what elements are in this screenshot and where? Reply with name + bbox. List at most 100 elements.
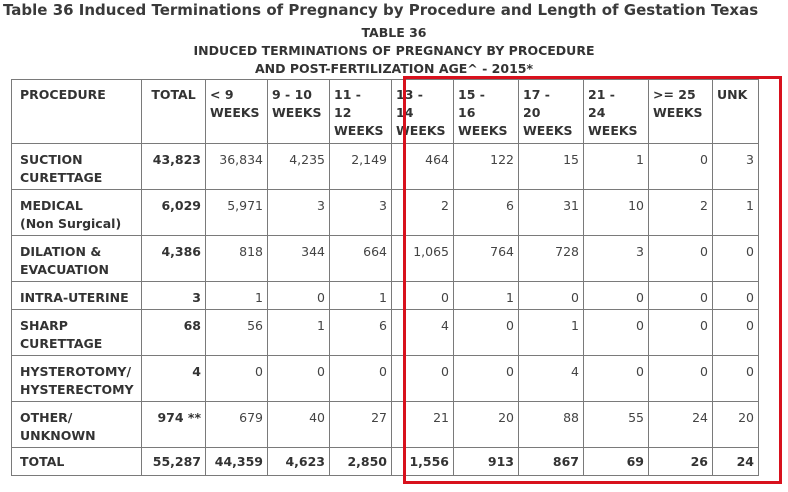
header-11-12-weeks: 11 -12 WEEKS	[329, 79, 392, 144]
value-cell: 69	[583, 447, 649, 476]
value-cell: 0	[712, 309, 759, 356]
header-row: PROCEDURE TOTAL < 9 WEEKS 9 - 10 WEEKS 11 …	[11, 79, 759, 144]
total-cell: 4,386	[141, 235, 206, 282]
total-cell: 6,029	[141, 189, 206, 236]
value-cell: 818	[205, 235, 268, 282]
value-cell: 0	[712, 281, 759, 310]
header-total: TOTAL	[141, 79, 206, 144]
header-unknown: UNK	[712, 79, 759, 144]
value-cell: 0	[391, 355, 454, 402]
value-cell: 1,065	[391, 235, 454, 282]
value-cell: 1	[205, 281, 268, 310]
value-cell: 15	[518, 143, 584, 190]
value-cell: 0	[267, 355, 330, 402]
value-cell: 4,235	[267, 143, 330, 190]
value-cell: 728	[518, 235, 584, 282]
table-row: OTHER/UNKNOWN 974 ** 679 40 27 21 20 88 …	[11, 401, 759, 448]
table-row: HYSTEROTOMY/HYSTERECTOMY 4 0 0 0 0 0 4 0…	[11, 355, 759, 402]
value-cell: 867	[518, 447, 584, 476]
value-cell: 36,834	[205, 143, 268, 190]
header-13-14-weeks: 13 -14 WEEKS	[391, 79, 454, 144]
total-row: TOTAL 55,287 44,359 4,623 2,850 1,556 91…	[11, 447, 759, 476]
value-cell: 2,149	[329, 143, 392, 190]
table-row: DILATION & EVACUATION 4,386 818 344 664 1…	[11, 235, 759, 282]
procedure-cell: SUCTION CURETTAGE	[11, 143, 142, 190]
value-cell: 764	[453, 235, 519, 282]
value-cell: 3	[583, 235, 649, 282]
value-cell: 0	[583, 355, 649, 402]
table-row: INTRA-UTERINE 3 1 0 1 0 1 0 0 0 0	[11, 281, 759, 310]
value-cell: 21	[391, 401, 454, 448]
value-cell: 3	[712, 143, 759, 190]
value-cell: 56	[205, 309, 268, 356]
value-cell: 0	[648, 355, 713, 402]
value-cell: 0	[583, 281, 649, 310]
procedure-cell: OTHER/UNKNOWN	[11, 401, 142, 448]
value-cell: 1	[453, 281, 519, 310]
header-15-16-weeks: 15 -16 WEEKS	[453, 79, 519, 144]
header-17-20-weeks: 17 -20 WEEKS	[518, 79, 584, 144]
value-cell: 27	[329, 401, 392, 448]
value-cell: 6	[329, 309, 392, 356]
value-cell: 2,850	[329, 447, 392, 476]
value-cell: 664	[329, 235, 392, 282]
value-cell: 0	[648, 143, 713, 190]
value-cell: 464	[391, 143, 454, 190]
total-cell: 68	[141, 309, 206, 356]
value-cell: 1	[583, 143, 649, 190]
value-cell: 88	[518, 401, 584, 448]
value-cell: 20	[712, 401, 759, 448]
value-cell: 1	[329, 281, 392, 310]
value-cell: 0	[648, 281, 713, 310]
value-cell: 913	[453, 447, 519, 476]
value-cell: 0	[267, 281, 330, 310]
value-cell: 0	[453, 309, 519, 356]
value-cell: 1	[712, 189, 759, 236]
table-row: MEDICAL (Non Surgical) 6,029 5,971 3 3 2 …	[11, 189, 759, 236]
procedure-cell: MEDICAL (Non Surgical)	[11, 189, 142, 236]
table-caption-line-2: AND POST-FERTILIZATION AGE^ - 2015*	[254, 61, 533, 76]
value-cell: 20	[453, 401, 519, 448]
value-cell: 0	[712, 355, 759, 402]
value-cell: 1	[267, 309, 330, 356]
value-cell: 24	[712, 447, 759, 476]
value-cell: 0	[712, 235, 759, 282]
header-21-24-weeks: 21 -24 WEEKS	[583, 79, 649, 144]
terminations-table: PROCEDURE TOTAL < 9 WEEKS 9 - 10 WEEKS 11 …	[11, 79, 759, 476]
header-9-10-weeks: 9 - 10 WEEKS	[267, 79, 330, 144]
procedure-cell: SHARP CURETTAGE	[11, 309, 142, 356]
total-cell: 43,823	[141, 143, 206, 190]
value-cell: 0	[453, 355, 519, 402]
page-title: Table 36 Induced Terminations of Pregnan…	[3, 1, 759, 19]
value-cell: 0	[583, 309, 649, 356]
procedure-cell: TOTAL	[11, 447, 142, 476]
value-cell: 1,556	[391, 447, 454, 476]
value-cell: 122	[453, 143, 519, 190]
value-cell: 344	[267, 235, 330, 282]
value-cell: 5,971	[205, 189, 268, 236]
header-under-9-weeks: < 9 WEEKS	[205, 79, 268, 144]
value-cell: 10	[583, 189, 649, 236]
value-cell: 55	[583, 401, 649, 448]
total-cell: 55,287	[141, 447, 206, 476]
value-cell: 24	[648, 401, 713, 448]
total-cell: 4	[141, 355, 206, 402]
procedure-cell: HYSTEROTOMY/HYSTERECTOMY	[11, 355, 142, 402]
value-cell: 0	[648, 235, 713, 282]
value-cell: 679	[205, 401, 268, 448]
value-cell: 4,623	[267, 447, 330, 476]
value-cell: 2	[391, 189, 454, 236]
value-cell: 4	[518, 355, 584, 402]
header-25-plus-weeks: >= 25 WEEKS	[648, 79, 713, 144]
table-caption-line-1: INDUCED TERMINATIONS OF PREGNANCY BY PRO…	[193, 43, 595, 58]
table-row: SHARP CURETTAGE 68 56 1 6 4 0 1 0 0 0	[11, 309, 759, 356]
value-cell: 0	[648, 309, 713, 356]
value-cell: 0	[391, 281, 454, 310]
value-cell: 2	[648, 189, 713, 236]
value-cell: 0	[329, 355, 392, 402]
value-cell: 6	[453, 189, 519, 236]
value-cell: 44,359	[205, 447, 268, 476]
table-caption-number: TABLE 36	[361, 25, 427, 40]
procedure-cell: DILATION & EVACUATION	[11, 235, 142, 282]
total-cell: 974 **	[141, 401, 206, 448]
